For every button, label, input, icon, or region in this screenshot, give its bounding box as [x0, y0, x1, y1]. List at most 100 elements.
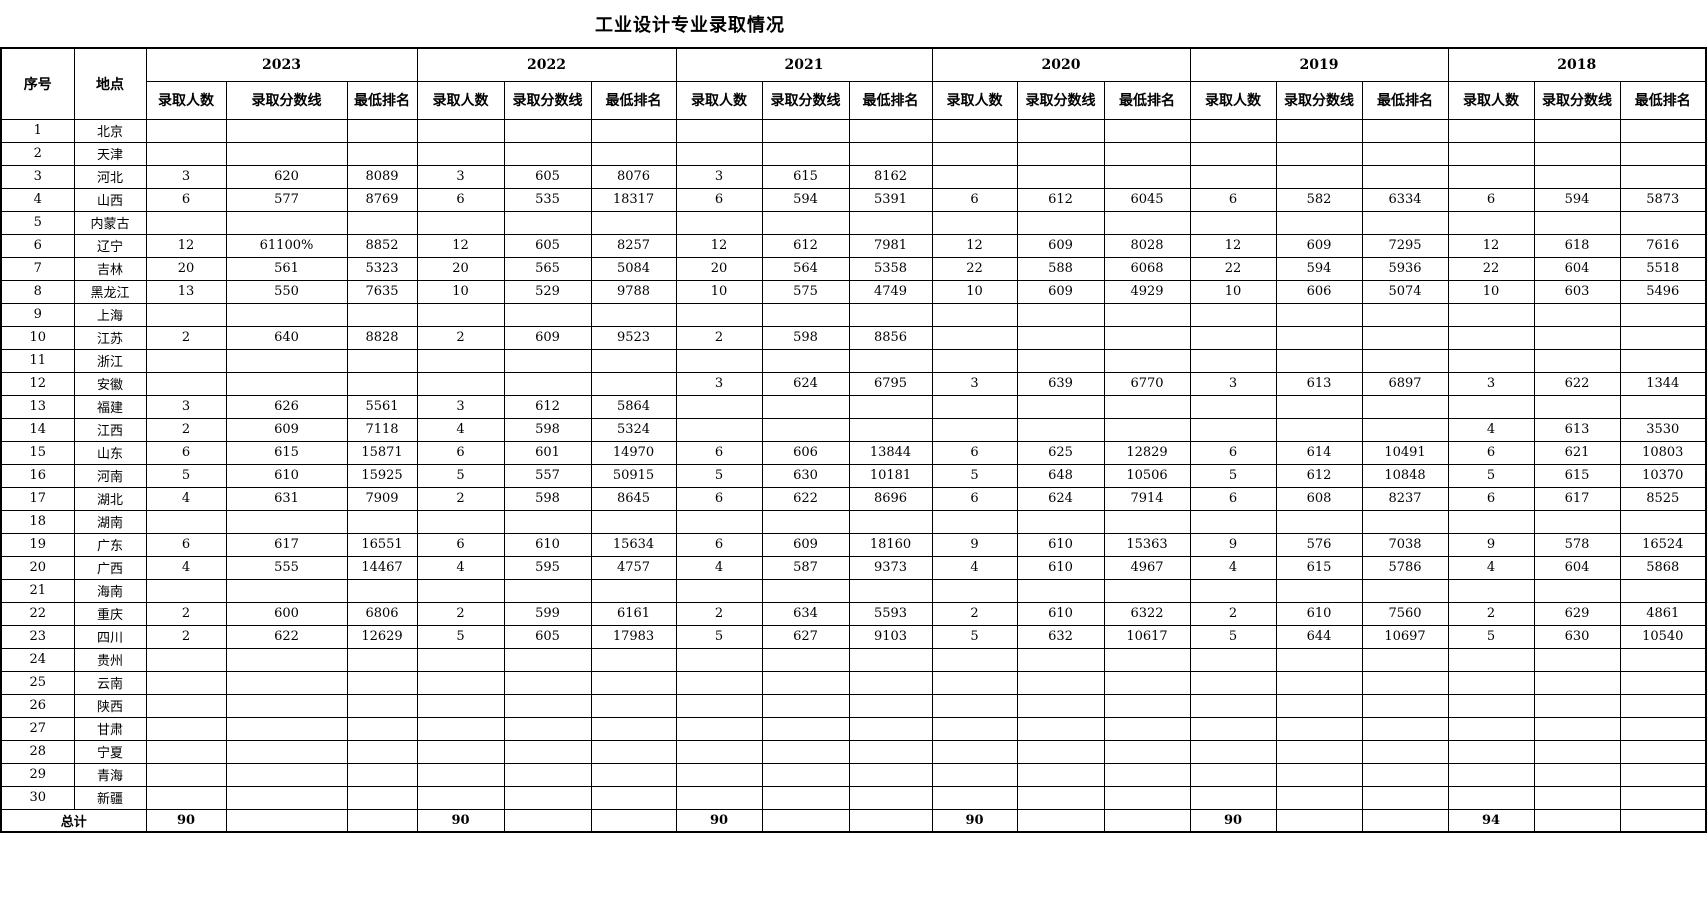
- data-cell: [675, 670, 763, 695]
- data-cell: [225, 739, 348, 764]
- subheader-score-line: 录取分数线: [1275, 80, 1363, 120]
- row-index: 18: [0, 509, 75, 534]
- data-cell: 8645: [590, 486, 677, 511]
- data-cell: 5561: [346, 394, 418, 419]
- data-cell: 561: [225, 256, 348, 281]
- data-cell: [1361, 762, 1449, 787]
- data-cell: [145, 785, 227, 810]
- data-cell: 5: [416, 463, 505, 488]
- admissions-table: 序号 地点 2023 2022 2021 2020 2019 2018 录取人数…: [0, 47, 1708, 833]
- data-cell: [675, 785, 763, 810]
- row-location: 北京: [73, 118, 147, 143]
- data-cell: [1275, 164, 1363, 189]
- data-cell: [931, 302, 1018, 327]
- row-location: 山东: [73, 440, 147, 465]
- data-cell: 4861: [1619, 601, 1707, 626]
- data-cell: 605: [503, 164, 592, 189]
- row-location: 海南: [73, 578, 147, 603]
- subheader-admit-count: 录取人数: [1189, 80, 1277, 120]
- data-cell: [416, 578, 505, 603]
- data-cell: 6068: [1103, 256, 1191, 281]
- data-cell: [1533, 164, 1621, 189]
- data-cell: 2: [145, 325, 227, 350]
- subheader-score-line: 录取分数线: [503, 80, 592, 120]
- data-cell: 4: [1189, 555, 1277, 580]
- data-cell: [1619, 716, 1707, 741]
- data-cell: [675, 716, 763, 741]
- data-cell: 5593: [848, 601, 933, 626]
- row-location: 河南: [73, 463, 147, 488]
- data-cell: 5496: [1619, 279, 1707, 304]
- data-cell: [848, 762, 933, 787]
- data-cell: [1103, 394, 1191, 419]
- data-cell: [503, 118, 592, 143]
- row-index: 22: [0, 601, 75, 626]
- data-cell: [675, 693, 763, 718]
- data-cell: [1016, 578, 1105, 603]
- data-cell: [145, 670, 227, 695]
- data-cell: [1533, 118, 1621, 143]
- row-index: 2: [0, 141, 75, 166]
- data-cell: 6: [1447, 187, 1535, 212]
- data-cell: [761, 762, 850, 787]
- data-cell: 8852: [346, 233, 418, 258]
- data-cell: 587: [761, 555, 850, 580]
- data-cell: [1361, 647, 1449, 672]
- data-cell: [346, 693, 418, 718]
- data-cell: [848, 647, 933, 672]
- subheader-admit-count: 录取人数: [931, 80, 1018, 120]
- data-cell: 12: [1447, 233, 1535, 258]
- data-cell: [848, 693, 933, 718]
- data-cell: 5: [416, 624, 505, 649]
- data-cell: [1016, 716, 1105, 741]
- data-cell: 3: [675, 371, 763, 396]
- data-cell: [1533, 325, 1621, 350]
- data-cell: [416, 348, 505, 373]
- data-cell: [1619, 118, 1707, 143]
- data-cell: [1361, 670, 1449, 695]
- data-cell: [1361, 348, 1449, 373]
- data-cell: [1361, 394, 1449, 419]
- data-cell: [675, 578, 763, 603]
- data-cell: 578: [1533, 532, 1621, 557]
- data-cell: [590, 647, 677, 672]
- data-cell: 9: [1447, 532, 1535, 557]
- table-row: 19 广东 6 617 16551 6 610 15634 6 609 18160 9 610 15363…: [0, 532, 1707, 557]
- data-cell: [1189, 394, 1277, 419]
- data-cell: [1016, 141, 1105, 166]
- data-cell: 8856: [848, 325, 933, 350]
- data-cell: 9788: [590, 279, 677, 304]
- data-cell: [931, 141, 1018, 166]
- data-cell: 18160: [848, 532, 933, 557]
- data-cell: 10: [931, 279, 1018, 304]
- data-cell: 588: [1016, 256, 1105, 281]
- data-cell: 6: [145, 187, 227, 212]
- data-cell: [1447, 670, 1535, 695]
- data-cell: [416, 302, 505, 327]
- data-cell: [675, 417, 763, 442]
- data-cell: [346, 785, 418, 810]
- data-cell: [848, 509, 933, 534]
- data-cell: [590, 509, 677, 534]
- data-cell: [761, 417, 850, 442]
- data-cell: [225, 647, 348, 672]
- data-cell: [761, 210, 850, 235]
- data-cell: 5084: [590, 256, 677, 281]
- data-cell: [1189, 417, 1277, 442]
- data-cell: 2: [931, 601, 1018, 626]
- data-cell: [1361, 785, 1449, 810]
- row-location: 陕西: [73, 693, 147, 718]
- data-cell: 3: [1189, 371, 1277, 396]
- data-cell: [225, 509, 348, 534]
- data-cell: 5936: [1361, 256, 1449, 281]
- data-cell: 6: [145, 532, 227, 557]
- data-cell: [503, 141, 592, 166]
- data-cell: 9: [1189, 532, 1277, 557]
- data-cell: [1447, 394, 1535, 419]
- data-cell: 12: [145, 233, 227, 258]
- data-cell: 617: [1533, 486, 1621, 511]
- data-cell: [675, 118, 763, 143]
- data-cell: [225, 118, 348, 143]
- data-cell: 8769: [346, 187, 418, 212]
- data-cell: [145, 509, 227, 534]
